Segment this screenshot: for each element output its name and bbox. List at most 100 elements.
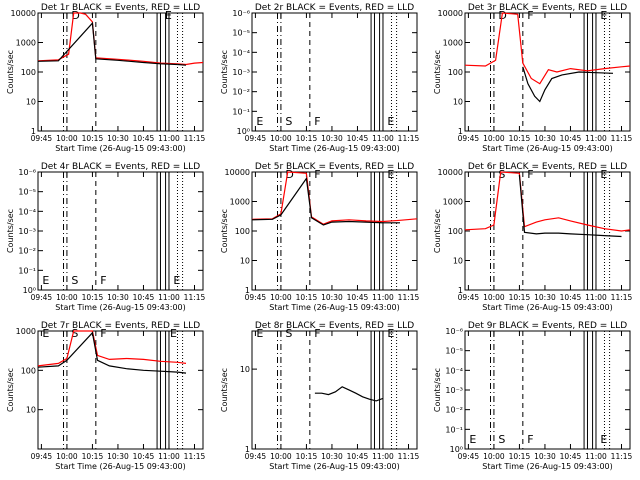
x-tick-label: 11:15 (184, 452, 206, 461)
x-tick-label: 10:45 (347, 452, 369, 461)
x-axis-label: Start Time (26-Aug-15 09:43:00) (55, 462, 186, 471)
series-line-lld (37, 330, 187, 367)
y-tick-label: 10 (240, 365, 250, 374)
y-tick-label: 1 (245, 286, 250, 295)
y-tick-label: 10⁻⁶ (18, 168, 36, 177)
x-tick-label: 10:30 (107, 293, 129, 302)
x-tick-label: 11:00 (585, 452, 607, 461)
y-tick-label: 10 (453, 257, 463, 266)
x-tick-label: 09:45 (31, 134, 53, 143)
y-tick-label: 1000 (16, 327, 36, 336)
y-tick-label: 1 (458, 127, 463, 136)
panel-title: Det 7r BLACK = Events, RED = LLD (41, 321, 200, 331)
y-tick-label: 100 (448, 227, 463, 236)
x-tick-label: 11:00 (585, 134, 607, 143)
x-tick-label: 10:15 (509, 134, 531, 143)
x-tick-label: 10:45 (560, 452, 582, 461)
x-axis-label: Start Time (26-Aug-15 09:43:00) (269, 303, 400, 312)
x-tick-label: 10:15 (296, 293, 318, 302)
y-tick-label: 1 (458, 286, 463, 295)
panel-title: Det 6r BLACK = Events, RED = LLD (468, 162, 627, 172)
event-marker-label: D (285, 168, 293, 181)
x-tick-label: 11:15 (611, 293, 633, 302)
panel-1: Det 1r BLACK = Events, RED = LLD 1 10 100 10… (6, 3, 206, 153)
panel-5: Det 5r BLACK = Events, RED = LLD 1 10 100 10… (220, 162, 420, 312)
series-line-events (518, 174, 622, 238)
series-line-lld (464, 12, 631, 85)
event-marker-label: S (285, 115, 292, 128)
panel-title: Det 8r BLACK = Events, RED = LLD (255, 321, 414, 331)
series-line-lld (251, 171, 418, 225)
y-tick-label: 10⁻² (232, 88, 250, 97)
x-tick-label: 11:15 (398, 293, 420, 302)
y-tick-label: 10⁻¹ (232, 107, 250, 116)
y-axis-label: Counts/sec (6, 368, 15, 412)
y-tick-label: 1000 (443, 198, 463, 207)
y-tick-label: 10000 (11, 9, 36, 18)
event-marker-label: F (314, 327, 320, 340)
series-line-events (251, 176, 400, 226)
y-tick-label: 10⁻¹ (18, 266, 36, 275)
x-tick-label: 10:30 (321, 134, 343, 143)
y-tick-label: 10⁻⁴ (445, 366, 463, 375)
event-marker-label: S (498, 433, 505, 446)
x-tick-label: 11:15 (611, 452, 633, 461)
y-tick-label: 100 (235, 227, 250, 236)
x-tick-label: 10:30 (107, 134, 129, 143)
x-tick-label: 11:00 (158, 452, 180, 461)
event-marker-label: F (527, 9, 533, 22)
panel-title: Det 5r BLACK = Events, RED = LLD (255, 162, 414, 172)
panel-9: Det 9r BLACK = Events, RED = LLD 10⁰ 10⁻¹ 1… (433, 321, 633, 471)
y-tick-label: 10⁻⁵ (232, 29, 250, 38)
plot-frame (251, 171, 418, 291)
event-marker-label: E (42, 274, 49, 287)
x-tick-label: 10:15 (296, 452, 318, 461)
event-marker-label: F (314, 168, 320, 181)
series-line-lld (464, 171, 631, 232)
x-tick-label: 10:30 (534, 452, 556, 461)
x-tick-label: 10:00 (483, 452, 505, 461)
x-tick-label: 10:30 (321, 452, 343, 461)
plot-frame (251, 330, 418, 450)
x-axis-label: Start Time (26-Aug-15 09:43:00) (269, 462, 400, 471)
plot-frame (464, 330, 631, 450)
y-axis-label: Counts/sec (220, 50, 229, 94)
event-marker-label: F (100, 274, 106, 287)
x-tick-label: 11:00 (372, 452, 394, 461)
y-tick-label: 1000 (16, 39, 36, 48)
x-tick-label: 09:45 (245, 134, 267, 143)
x-tick-label: 11:00 (372, 293, 394, 302)
y-tick-label: 10000 (225, 168, 250, 177)
series-line-events (314, 386, 384, 402)
x-tick-label: 10:00 (483, 293, 505, 302)
event-marker-label: E (173, 274, 180, 287)
y-tick-label: 1000 (443, 39, 463, 48)
x-tick-label: 09:45 (458, 293, 480, 302)
y-tick-label: 10⁻¹ (445, 425, 463, 434)
y-tick-label: 1 (31, 127, 36, 136)
y-tick-label: 10⁻⁴ (232, 48, 250, 57)
y-axis-label: Counts/sec (6, 50, 15, 94)
x-tick-label: 10:15 (509, 293, 531, 302)
event-marker-label: E (256, 115, 263, 128)
y-tick-label: 10⁰ (450, 445, 463, 454)
x-axis-label: Start Time (26-Aug-15 09:43:00) (482, 303, 613, 312)
x-tick-label: 11:00 (158, 293, 180, 302)
event-marker-label: E (387, 168, 394, 181)
y-tick-label: 1000 (230, 198, 250, 207)
event-marker-label: S (285, 327, 292, 340)
panel-7: Det 7r BLACK = Events, RED = LLD 10 100 100… (6, 321, 206, 471)
x-tick-label: 11:15 (398, 452, 420, 461)
y-axis-label: Counts/sec (220, 368, 229, 412)
event-marker-label: E (256, 327, 263, 340)
y-tick-label: 100 (21, 366, 36, 375)
panel-title: Det 4r BLACK = Events, RED = LLD (41, 162, 200, 172)
x-tick-label: 10:15 (82, 293, 104, 302)
x-tick-label: 10:00 (270, 452, 292, 461)
x-tick-label: 10:45 (133, 134, 155, 143)
event-marker-label: E (387, 327, 394, 340)
x-tick-label: 09:45 (31, 293, 53, 302)
plot-frame (251, 12, 418, 132)
y-tick-label: 10 (26, 98, 36, 107)
